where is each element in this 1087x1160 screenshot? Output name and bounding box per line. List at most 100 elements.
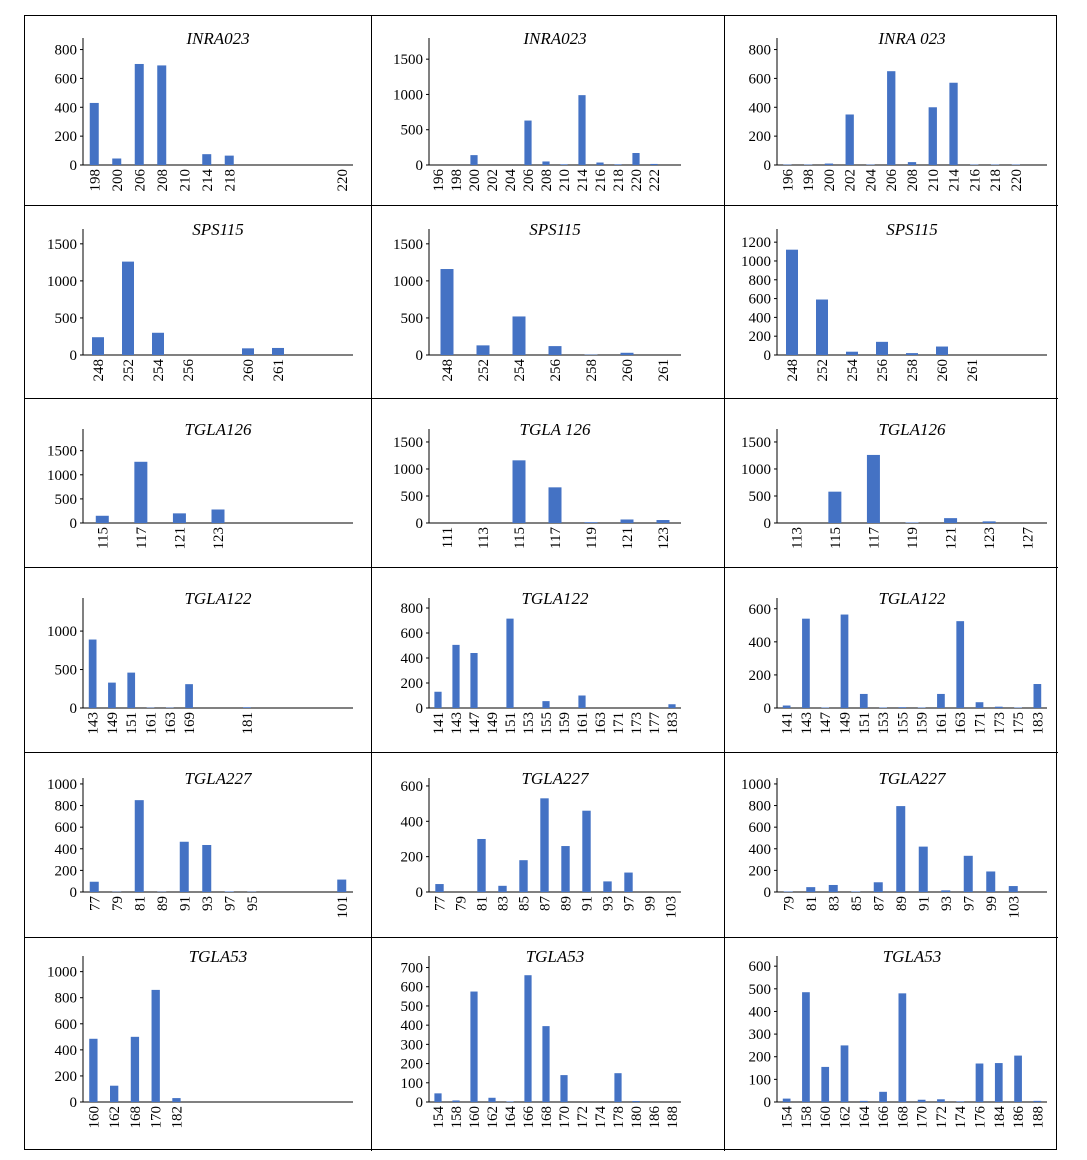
bar: [873, 882, 883, 892]
x-tick-label: 117: [866, 527, 882, 549]
y-tick-label: 400: [55, 842, 78, 858]
x-tick-label: 162: [107, 1106, 123, 1129]
bar: [859, 693, 868, 708]
x-tick-label: 163: [163, 712, 179, 735]
bar: [614, 164, 622, 165]
x-tick-label: 168: [128, 1106, 144, 1129]
chart-title: TGLA227: [521, 769, 590, 788]
x-tick-label: 166: [521, 1106, 537, 1129]
y-tick-label: 1000: [741, 254, 771, 270]
bar: [782, 705, 791, 708]
y-tick-label: 600: [749, 292, 772, 308]
x-tick-label: 91: [916, 896, 932, 911]
y-tick-label: 0: [416, 1095, 424, 1111]
bar-chart: INRA023 0 500 1000 1500 196 198 200 202 204 206 208…: [393, 29, 681, 192]
x-tick-label: 143: [86, 712, 102, 735]
y-tick-label: 500: [749, 489, 772, 505]
x-tick-label: 161: [934, 712, 950, 735]
x-tick-label: 119: [584, 527, 600, 549]
bar: [95, 515, 109, 523]
x-tick-label: 162: [485, 1106, 501, 1129]
bar: [937, 1099, 945, 1102]
x-tick-label: 81: [804, 896, 820, 911]
bar: [887, 71, 896, 165]
y-tick-label: 0: [70, 1095, 78, 1111]
x-tick-label: 79: [454, 896, 470, 911]
x-tick-label: 206: [132, 169, 148, 192]
x-tick-label: 258: [905, 359, 921, 382]
bar: [89, 102, 99, 165]
bar: [782, 1098, 791, 1102]
bar: [452, 1100, 460, 1102]
y-tick-label: 300: [401, 1037, 424, 1053]
bar: [92, 337, 104, 355]
x-tick-label: 155: [895, 712, 911, 735]
chart-panel: SPS115 0 200 400 600 800 1000 1200 248 252 254 256 2…: [725, 206, 1058, 399]
y-tick-label: 500: [401, 123, 424, 139]
bar: [975, 1063, 984, 1102]
chart-title: TGLA 126: [519, 420, 591, 439]
x-tick-label: 202: [485, 169, 501, 192]
y-tick-label: 600: [749, 820, 772, 836]
x-tick-label: 97: [222, 896, 238, 912]
y-tick-label: 0: [70, 516, 78, 532]
bar-chart: TGLA53 0 200 400 600 800 1000 160 162 168 170 182: [47, 947, 353, 1129]
bar: [88, 639, 97, 708]
bar: [488, 1097, 496, 1102]
bar: [542, 701, 550, 708]
bar: [941, 890, 951, 892]
y-tick-label: 400: [401, 1018, 424, 1034]
bar: [548, 346, 562, 355]
bar: [840, 614, 849, 708]
x-tick-label: 162: [838, 1106, 854, 1129]
x-tick-label: 103: [664, 896, 680, 919]
x-tick-label: 214: [200, 169, 216, 192]
x-tick-label: 119: [905, 527, 921, 549]
x-tick-label: 220: [335, 169, 351, 192]
bar: [506, 618, 514, 708]
bar-chart: INRA 023 0 200 400 600 800 196 198 200 202 204 206 2…: [749, 29, 1047, 192]
bar-chart: TGLA227 0 200 400 600 800 1000 77 79 81 89 91 93 97 95…: [47, 769, 353, 919]
x-tick-label: 168: [539, 1106, 555, 1129]
x-tick-label: 254: [845, 359, 861, 382]
bar-chart: TGLA53 0 100 200 300 400 500 600 154 158 160 162 164…: [749, 947, 1047, 1129]
x-tick-label: 153: [876, 712, 892, 735]
x-tick-label: 171: [973, 712, 989, 735]
bar: [1014, 1055, 1022, 1102]
y-tick-label: 0: [764, 701, 772, 717]
x-tick-label: 183: [1030, 712, 1046, 735]
x-tick-label: 95: [245, 896, 261, 911]
y-tick-label: 0: [416, 348, 424, 364]
y-tick-label: 800: [749, 799, 772, 815]
chart-panel: TGLA126 0 500 1000 1500 113 115 117 119 121 123 127: [725, 399, 1058, 568]
x-tick-label: 87: [871, 896, 887, 912]
x-tick-label: 216: [593, 169, 609, 192]
bar: [130, 1036, 140, 1102]
x-tick-label: 158: [799, 1106, 815, 1129]
y-tick-label: 600: [749, 71, 772, 87]
y-tick-label: 400: [749, 842, 772, 858]
x-tick-label: 159: [915, 712, 931, 735]
x-tick-label: 85: [849, 896, 865, 911]
x-tick-label: 210: [557, 169, 573, 192]
bar: [1008, 886, 1018, 892]
x-tick-label: 115: [828, 527, 844, 549]
bar: [542, 161, 550, 165]
bar: [845, 114, 854, 165]
chart-title: TGLA122: [521, 589, 589, 608]
bar: [582, 810, 591, 892]
y-tick-label: 0: [70, 158, 78, 174]
y-tick-label: 1500: [741, 435, 771, 451]
y-tick-label: 500: [401, 311, 424, 327]
y-tick-label: 200: [401, 676, 424, 692]
x-tick-label: 260: [935, 359, 951, 382]
bar-chart: TGLA 126 0 500 1000 1500 111 113 115 117 119 121 12…: [393, 420, 681, 550]
y-tick-label: 100: [401, 1076, 424, 1092]
chart-title: INRA023: [185, 29, 249, 48]
bar: [561, 846, 570, 892]
x-tick-label: 87: [538, 896, 554, 912]
x-tick-label: 89: [894, 896, 910, 911]
x-tick-label: 172: [575, 1106, 591, 1129]
x-tick-label: 196: [780, 169, 796, 192]
y-tick-label: 200: [749, 1050, 772, 1066]
